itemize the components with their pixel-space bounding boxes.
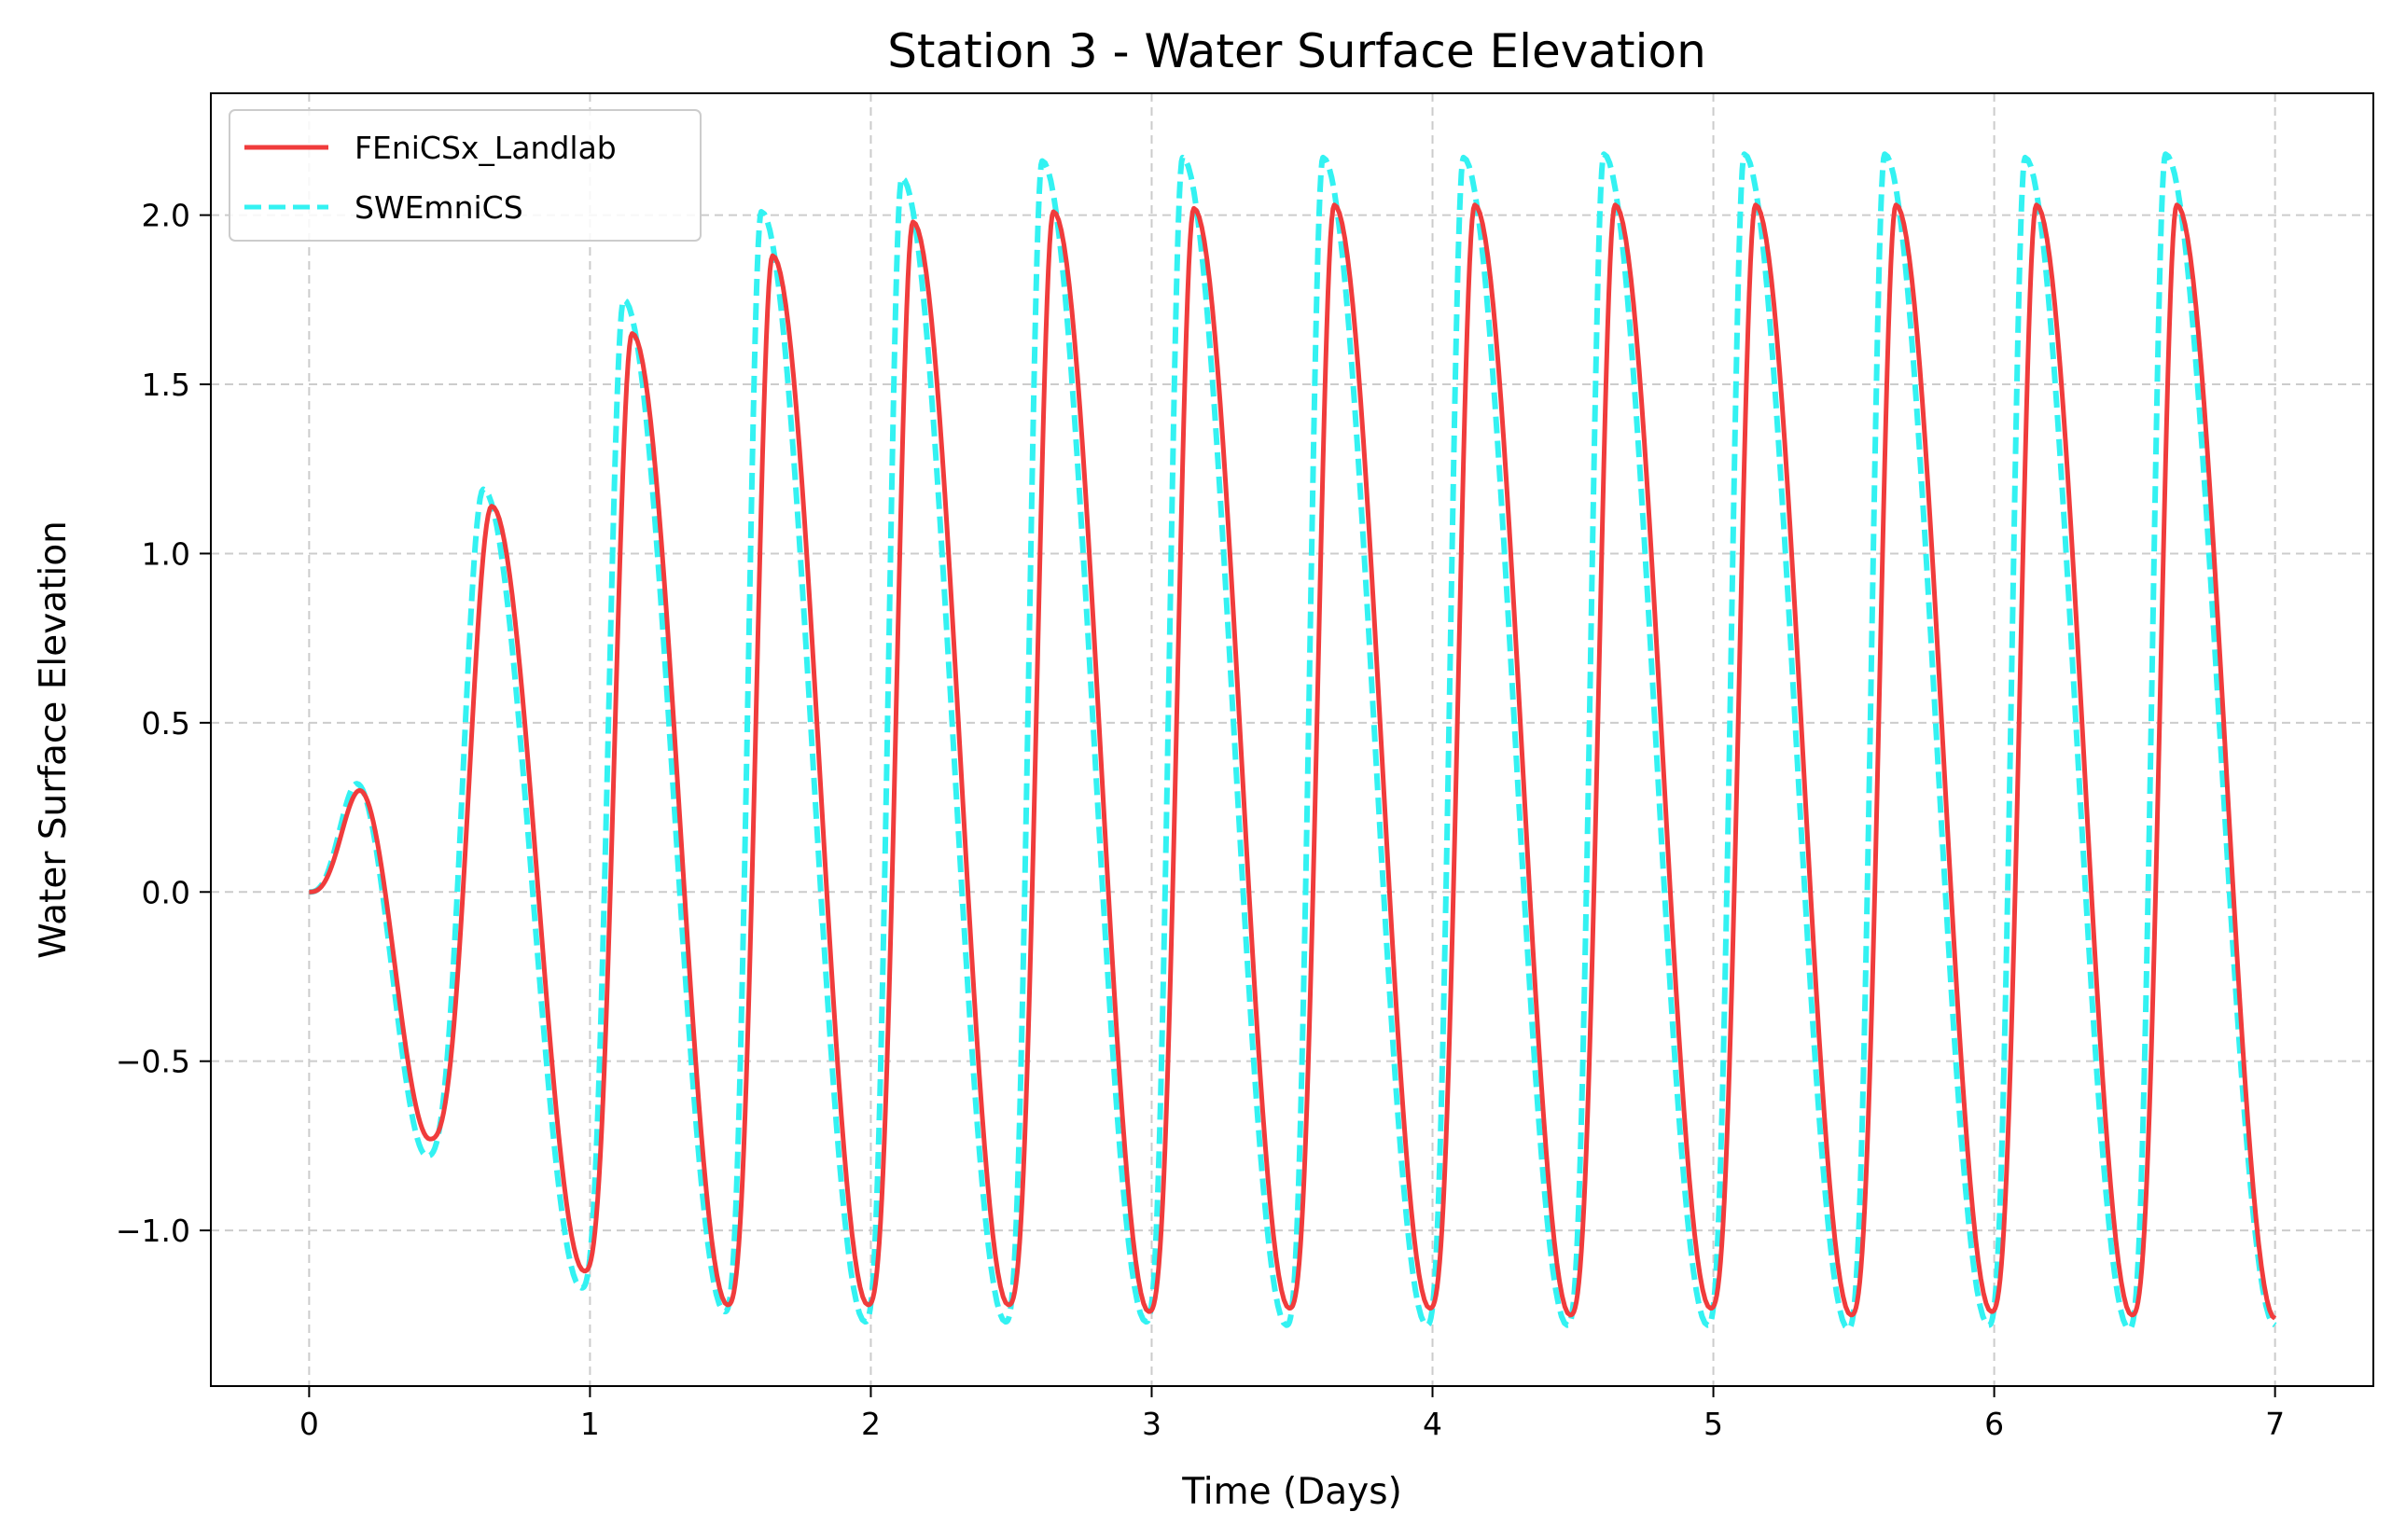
- series-line-swemnics: [307, 151, 2277, 1332]
- x-tick-label: 4: [1423, 1406, 1442, 1442]
- x-tick-label: 5: [1704, 1406, 1723, 1442]
- x-tick-label: 2: [861, 1406, 881, 1442]
- plot-area: [307, 151, 2277, 1332]
- y-axis-ticks: −1.0 −0.5 0.0 0.5 1.0 1.5 2.0: [116, 198, 211, 1249]
- x-tick-label: 7: [2265, 1406, 2285, 1442]
- y-tick-label: 1.5: [142, 367, 190, 403]
- y-tick-label: −0.5: [116, 1044, 190, 1080]
- axes-frame: [210, 92, 2374, 1387]
- x-tick-label: 3: [1142, 1406, 1161, 1442]
- y-tick-label: 2.0: [142, 198, 190, 234]
- x-tick-label: 0: [299, 1406, 319, 1442]
- x-axis-ticks: 0 1 2 3 4 5 6 7: [299, 1386, 2285, 1442]
- y-tick-label: 0.5: [142, 705, 190, 742]
- x-tick-label: 6: [1984, 1406, 2004, 1442]
- grid-lines: [211, 93, 2373, 1386]
- y-tick-label: 0.0: [142, 874, 190, 910]
- legend-box: [229, 109, 702, 242]
- x-tick-label: 1: [580, 1406, 600, 1442]
- chart-title: Station 3 - Water Surface Elevation: [887, 24, 1706, 78]
- y-axis-label: Water Surface Elevation: [33, 520, 75, 959]
- y-tick-label: −1.0: [116, 1213, 190, 1249]
- series-line-fenicsx-landlab: [308, 202, 2277, 1321]
- legend: FEniCSx_Landlab SWEmniCS: [229, 109, 702, 242]
- x-axis-label: Time (Days): [1181, 1471, 1402, 1513]
- y-tick-label: 1.0: [142, 535, 190, 572]
- legend-label-fenicsx-landlab: FEniCSx_Landlab: [355, 130, 617, 166]
- legend-label-swemnics: SWEmniCS: [355, 189, 523, 226]
